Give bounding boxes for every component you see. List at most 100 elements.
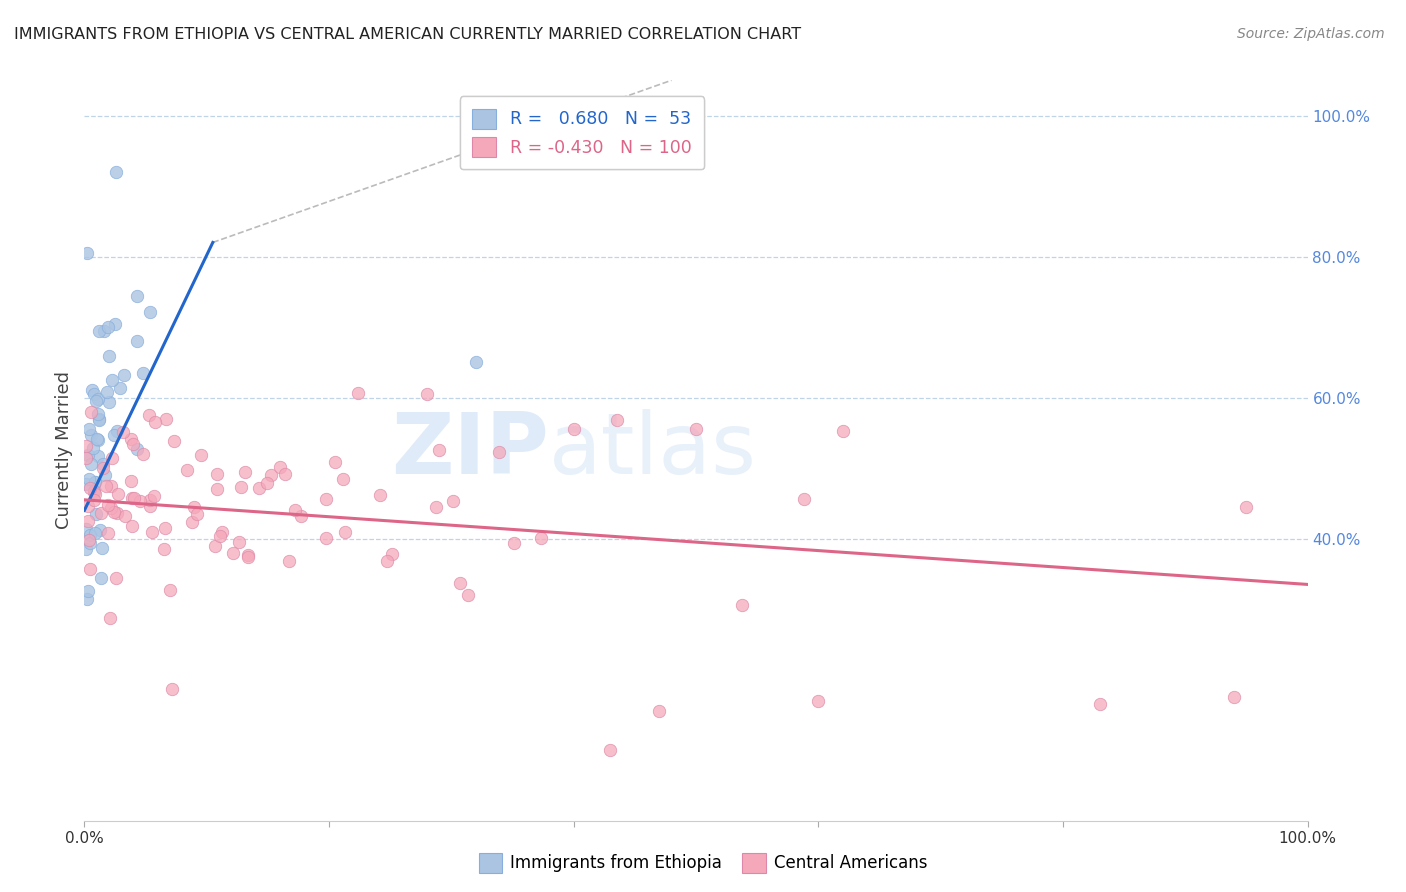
Point — [79, 561, 101, 575]
Point — [91, 457, 114, 471]
Point — [381, 547, 404, 561]
Point — [120, 432, 142, 446]
Point — [831, 424, 853, 438]
Text: IMMIGRANTS FROM ETHIOPIA VS CENTRAL AMERICAN CURRENTLY MARRIED CORRELATION CHART: IMMIGRANTS FROM ETHIOPIA VS CENTRAL AMER… — [14, 27, 801, 42]
Point — [83, 525, 105, 540]
Point — [79, 481, 101, 495]
Point — [228, 534, 250, 549]
Point — [127, 334, 149, 348]
Point — [278, 554, 301, 568]
Point — [1088, 698, 1111, 712]
Point — [107, 487, 129, 501]
Point — [562, 422, 585, 436]
Point — [283, 503, 305, 517]
Point — [127, 288, 149, 302]
Point — [122, 491, 145, 505]
Point — [91, 461, 114, 475]
Point — [211, 524, 233, 539]
Point — [122, 437, 145, 451]
Point — [1223, 690, 1246, 705]
Point — [103, 505, 125, 519]
Point — [233, 465, 256, 479]
Point — [159, 583, 181, 598]
Point — [464, 355, 486, 369]
Point — [143, 489, 166, 503]
Point — [77, 533, 100, 547]
Point — [112, 425, 135, 439]
Point — [249, 481, 271, 495]
Point — [86, 432, 108, 446]
Point — [83, 492, 105, 507]
Point — [87, 407, 110, 421]
Point — [94, 479, 117, 493]
Point — [236, 550, 259, 565]
Point — [97, 498, 120, 512]
Point — [82, 441, 104, 455]
Point — [207, 467, 229, 481]
Point — [231, 479, 253, 493]
Point — [685, 422, 707, 436]
Point — [86, 394, 108, 409]
Point — [114, 509, 136, 524]
Point — [80, 457, 103, 471]
Point — [86, 450, 108, 464]
Point — [162, 681, 184, 696]
Point — [488, 444, 510, 458]
Point — [80, 383, 103, 397]
Point — [222, 546, 245, 560]
Point — [75, 439, 97, 453]
Point — [84, 475, 107, 490]
Point — [347, 386, 370, 401]
Text: atlas: atlas — [550, 409, 758, 492]
Point — [90, 506, 112, 520]
Point — [97, 526, 120, 541]
Point — [101, 373, 124, 387]
Point — [449, 575, 471, 590]
Point — [416, 387, 439, 401]
Point — [260, 468, 283, 483]
Point — [97, 394, 120, 409]
Point — [108, 380, 131, 394]
Point — [84, 487, 107, 501]
Point — [138, 409, 160, 423]
Point — [77, 472, 100, 486]
Point — [97, 319, 120, 334]
Point — [76, 499, 98, 513]
Point — [368, 488, 391, 502]
Point — [100, 450, 122, 465]
Point — [606, 413, 628, 427]
Point — [76, 246, 98, 260]
Point — [141, 524, 163, 539]
Point — [183, 500, 205, 515]
Point — [143, 415, 166, 429]
Point — [120, 474, 142, 488]
Point — [502, 536, 524, 550]
Point — [90, 541, 112, 555]
Point — [87, 324, 110, 338]
Point — [87, 433, 110, 447]
Point — [84, 507, 107, 521]
Point — [648, 704, 671, 718]
Point — [153, 542, 176, 557]
Point — [93, 324, 115, 338]
Text: ZIP: ZIP — [391, 409, 550, 492]
Point — [75, 450, 97, 465]
Point — [76, 591, 98, 606]
Point — [100, 500, 122, 515]
Point — [75, 477, 97, 491]
Point — [90, 570, 112, 584]
Point — [457, 588, 479, 602]
Point — [104, 570, 127, 584]
Point — [269, 460, 291, 475]
Point — [83, 475, 105, 490]
Point — [132, 367, 155, 381]
Point — [79, 536, 101, 550]
Point — [105, 506, 128, 520]
Point — [75, 542, 97, 557]
Point — [79, 422, 101, 436]
Point — [139, 500, 162, 514]
Point — [83, 485, 105, 500]
Point — [89, 523, 111, 537]
Point — [98, 611, 121, 625]
Point — [76, 448, 98, 462]
